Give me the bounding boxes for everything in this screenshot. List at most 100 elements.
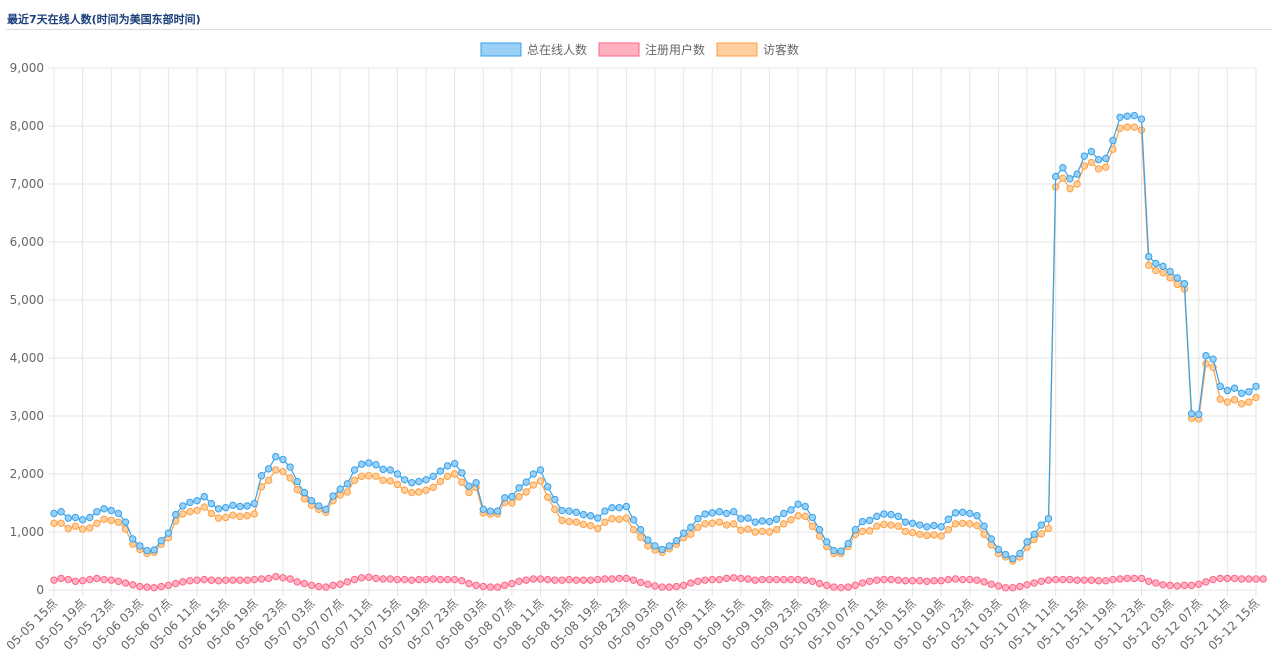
data-point bbox=[586, 576, 595, 584]
data-point bbox=[694, 577, 702, 585]
data-point bbox=[1202, 360, 1210, 368]
data-point bbox=[543, 483, 552, 491]
data-point bbox=[858, 579, 867, 587]
data-point bbox=[329, 492, 337, 500]
data-point bbox=[894, 512, 902, 521]
legend: 总在线人数 注册用户数 访客数 bbox=[480, 42, 799, 57]
data-point bbox=[443, 462, 452, 470]
data-point bbox=[737, 526, 745, 534]
data-point bbox=[293, 578, 301, 586]
data-point bbox=[644, 580, 652, 588]
data-point bbox=[1073, 180, 1081, 188]
data-point bbox=[644, 536, 652, 544]
data-point bbox=[558, 506, 566, 515]
data-point bbox=[286, 575, 294, 583]
data-point bbox=[794, 500, 802, 508]
data-point bbox=[1144, 577, 1153, 585]
data-point bbox=[601, 518, 609, 526]
data-point bbox=[207, 576, 216, 584]
data-point bbox=[458, 577, 466, 585]
data-point bbox=[264, 574, 273, 583]
data-point bbox=[1223, 398, 1232, 406]
data-point bbox=[1137, 115, 1146, 123]
data-point bbox=[672, 537, 681, 545]
data-point bbox=[1245, 575, 1253, 583]
data-point bbox=[186, 577, 194, 585]
data-point bbox=[679, 529, 688, 537]
data-point bbox=[1037, 521, 1046, 529]
data-point bbox=[264, 465, 273, 473]
data-point bbox=[1173, 582, 1182, 590]
data-point bbox=[966, 575, 974, 584]
data-point bbox=[594, 575, 602, 584]
data-point bbox=[1066, 575, 1074, 584]
series-0 bbox=[50, 111, 1260, 563]
data-point bbox=[665, 542, 674, 550]
data-point bbox=[200, 575, 208, 584]
data-point bbox=[679, 581, 688, 590]
data-point bbox=[143, 546, 151, 555]
data-point bbox=[715, 575, 724, 584]
y-tick-label: 9,000 bbox=[10, 61, 44, 75]
data-point bbox=[1116, 575, 1124, 583]
data-point bbox=[186, 498, 194, 507]
data-point bbox=[522, 478, 530, 486]
data-point bbox=[694, 514, 702, 523]
data-point bbox=[694, 523, 702, 532]
data-point bbox=[286, 474, 294, 482]
data-point bbox=[1159, 581, 1167, 589]
data-point bbox=[937, 532, 945, 540]
data-point bbox=[257, 472, 266, 480]
data-point bbox=[672, 582, 681, 591]
data-point bbox=[1187, 581, 1196, 590]
data-point bbox=[121, 579, 130, 587]
data-point bbox=[565, 575, 573, 584]
data-point bbox=[443, 575, 452, 584]
data-point bbox=[615, 515, 623, 523]
data-point bbox=[279, 467, 287, 476]
data-point bbox=[1073, 576, 1081, 584]
data-point bbox=[579, 520, 588, 529]
data-point bbox=[1087, 147, 1096, 156]
data-point bbox=[1230, 396, 1239, 404]
data-point bbox=[508, 492, 516, 501]
data-point bbox=[465, 488, 473, 497]
data-point bbox=[136, 542, 144, 550]
data-point bbox=[1001, 583, 1010, 592]
legend-item[interactable]: 访客数 bbox=[716, 42, 799, 57]
data-point bbox=[865, 577, 874, 585]
data-point bbox=[100, 575, 108, 584]
data-point bbox=[1202, 578, 1210, 586]
data-point bbox=[830, 546, 838, 555]
data-point bbox=[608, 514, 616, 523]
data-point bbox=[86, 513, 94, 522]
data-point bbox=[1223, 386, 1232, 395]
data-point bbox=[450, 459, 459, 468]
data-point bbox=[501, 494, 509, 502]
data-point bbox=[415, 488, 423, 496]
data-point bbox=[1030, 579, 1038, 587]
legend-item[interactable]: 注册用户数 bbox=[598, 42, 705, 57]
data-point bbox=[136, 582, 144, 591]
legend-label: 访客数 bbox=[763, 42, 799, 57]
data-point bbox=[565, 507, 573, 515]
data-point bbox=[1187, 409, 1196, 418]
data-point bbox=[543, 493, 552, 501]
data-point bbox=[636, 578, 645, 587]
data-point bbox=[315, 582, 323, 591]
data-point bbox=[322, 505, 330, 514]
data-point bbox=[722, 574, 731, 583]
data-point bbox=[50, 519, 58, 527]
legend-item[interactable]: 总在线人数 bbox=[480, 42, 587, 57]
data-point bbox=[966, 509, 974, 518]
data-point bbox=[386, 477, 394, 485]
data-point bbox=[715, 518, 724, 526]
data-point bbox=[465, 482, 473, 490]
data-point bbox=[844, 583, 852, 591]
data-point bbox=[923, 523, 931, 531]
data-point bbox=[307, 581, 316, 590]
data-point bbox=[558, 576, 566, 584]
data-point bbox=[966, 520, 974, 528]
data-point bbox=[1123, 112, 1131, 120]
data-point bbox=[1001, 550, 1010, 559]
